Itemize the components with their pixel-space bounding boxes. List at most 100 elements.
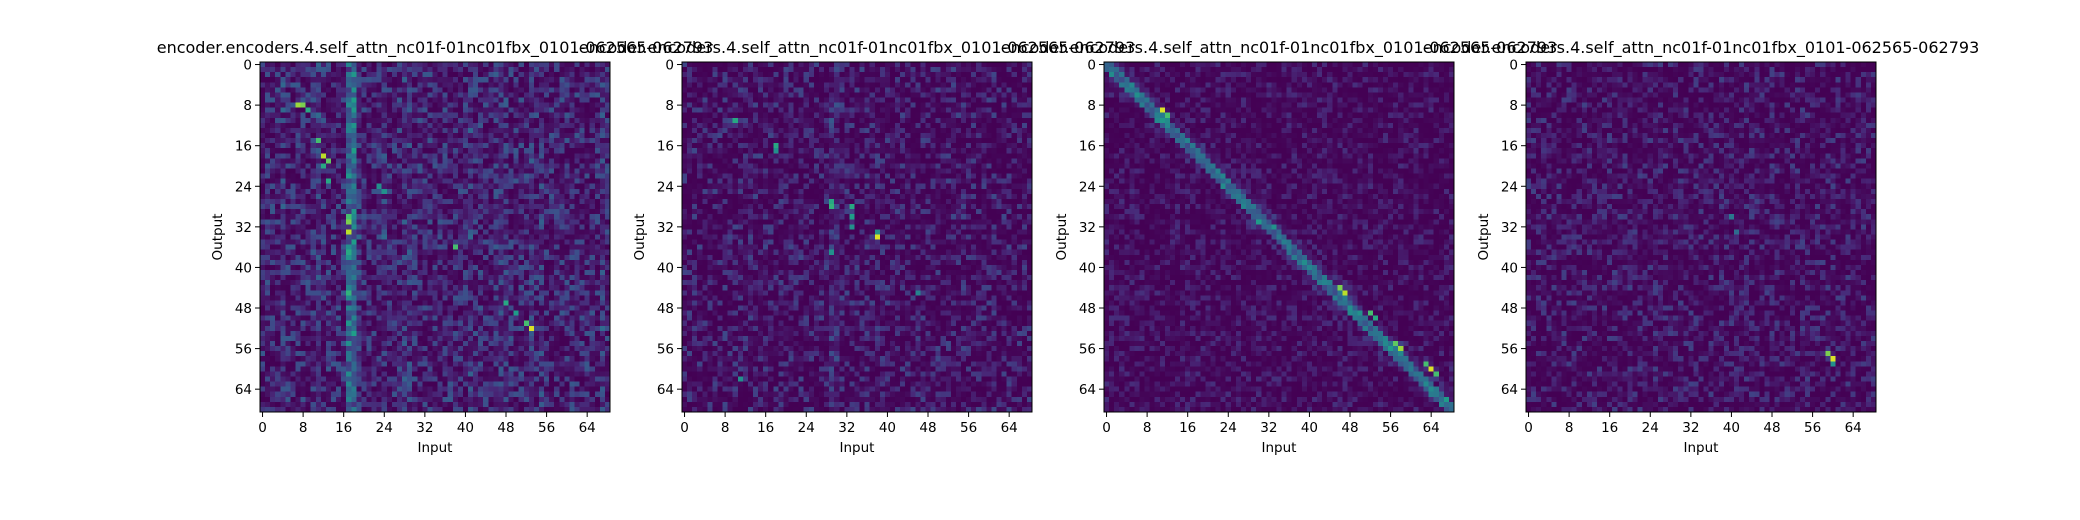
heatmap-cell — [306, 62, 311, 67]
heatmap-cell — [438, 194, 443, 199]
heatmap-cell — [503, 92, 508, 97]
heatmap-cell — [361, 123, 366, 128]
heatmap-cell — [422, 87, 427, 92]
heatmap-cell — [377, 224, 382, 229]
heatmap-cell — [412, 234, 417, 239]
heatmap-cell — [569, 118, 574, 123]
heatmap-cell — [554, 387, 559, 392]
heatmap-cell — [1002, 67, 1007, 72]
heatmap-cell — [402, 204, 407, 209]
heatmap-cell — [285, 285, 290, 290]
heatmap-cell — [438, 113, 443, 118]
heatmap-cell — [341, 148, 346, 153]
heatmap-cell — [585, 326, 590, 331]
heatmap-cell — [458, 341, 463, 346]
heatmap-cell — [275, 72, 280, 77]
heatmap-cell — [524, 336, 529, 341]
heatmap-cell — [544, 67, 549, 72]
heatmap-cell — [301, 163, 306, 168]
heatmap-cell — [534, 376, 539, 381]
heatmap-cell — [412, 331, 417, 336]
heatmap-cell — [529, 356, 534, 361]
heatmap-cell — [473, 153, 478, 158]
heatmap-cell — [595, 148, 600, 153]
heatmap-cell — [311, 224, 316, 229]
heatmap-cell — [301, 311, 306, 316]
heatmap-cell — [443, 250, 448, 255]
heatmap-cell — [473, 387, 478, 392]
heatmap-cell — [336, 209, 341, 214]
heatmap-cell — [321, 67, 326, 72]
heatmap-cell — [397, 361, 402, 366]
heatmap-cell — [758, 62, 763, 67]
heatmap-cell — [549, 229, 554, 234]
heatmap-cell — [463, 87, 468, 92]
heatmap-cell — [326, 331, 331, 336]
heatmap-cell — [351, 376, 356, 381]
heatmap-cell — [493, 316, 498, 321]
heatmap-cell — [260, 275, 265, 280]
heatmap-cell — [356, 118, 361, 123]
heatmap-cell — [432, 229, 437, 234]
heatmap-cell — [453, 118, 458, 123]
heatmap-cell — [407, 346, 412, 351]
heatmap-cell — [336, 341, 341, 346]
heatmap-cell — [285, 87, 290, 92]
heatmap-cell — [331, 179, 336, 184]
heatmap-cell — [285, 204, 290, 209]
heatmap-cell — [270, 133, 275, 138]
heatmap-cell — [377, 87, 382, 92]
heatmap-cell — [306, 194, 311, 199]
heatmap-cell — [768, 62, 773, 67]
heatmap-cell — [574, 361, 579, 366]
heatmap-cell — [590, 336, 595, 341]
heatmap-cell — [595, 311, 600, 316]
heatmap-cell — [265, 285, 270, 290]
heatmap-cell — [534, 245, 539, 250]
heatmap-cell — [448, 260, 453, 265]
heatmap-cell — [503, 351, 508, 356]
heatmap-cell — [412, 356, 417, 361]
heatmap-cell — [438, 163, 443, 168]
heatmap-cell — [432, 290, 437, 295]
heatmap-cell — [473, 300, 478, 305]
heatmap-cell — [559, 245, 564, 250]
heatmap-cell — [544, 245, 549, 250]
heatmap-cell — [275, 123, 280, 128]
heatmap-cell — [356, 169, 361, 174]
heatmap-cell — [402, 163, 407, 168]
heatmap-cell — [549, 265, 554, 270]
heatmap-cell — [443, 361, 448, 366]
heatmap-cell — [392, 199, 397, 204]
heatmap-cell — [574, 67, 579, 72]
heatmap-cell — [331, 174, 336, 179]
heatmap-cell — [488, 189, 493, 194]
heatmap-cell — [270, 300, 275, 305]
heatmap-cell — [463, 224, 468, 229]
heatmap-cell — [834, 72, 839, 77]
heatmap-cell — [478, 219, 483, 224]
heatmap-cell — [382, 275, 387, 280]
heatmap-cell — [377, 321, 382, 326]
heatmap-cell — [488, 77, 493, 82]
heatmap-cell — [422, 163, 427, 168]
heatmap-cell — [590, 321, 595, 326]
heatmap-cell — [316, 402, 321, 407]
heatmap-cell — [275, 387, 280, 392]
heatmap-cell — [463, 305, 468, 310]
heatmap-cell — [483, 275, 488, 280]
heatmap-cell — [539, 346, 544, 351]
heatmap-cell — [351, 275, 356, 280]
heatmap-cell — [351, 255, 356, 260]
heatmap-cell — [493, 361, 498, 366]
heatmap-cell — [387, 290, 392, 295]
heatmap-cell — [554, 245, 559, 250]
heatmap-cell — [265, 392, 270, 397]
heatmap-cell — [585, 204, 590, 209]
heatmap-cell — [351, 158, 356, 163]
heatmap-cell — [397, 240, 402, 245]
heatmap-cell — [559, 224, 564, 229]
heatmap-cell — [493, 153, 498, 158]
heatmap-cell — [377, 245, 382, 250]
heatmap-cell — [270, 174, 275, 179]
